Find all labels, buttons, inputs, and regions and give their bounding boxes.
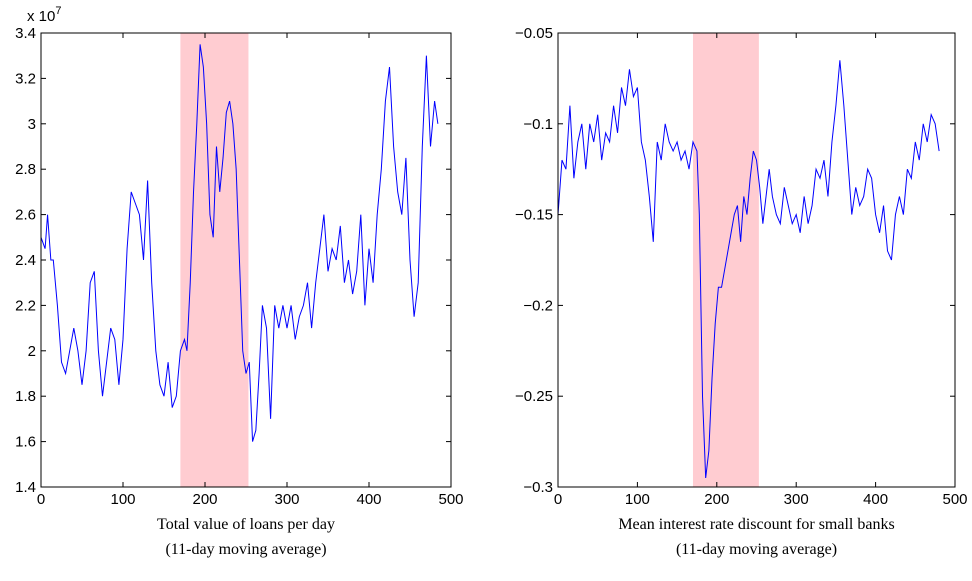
y-tick-label: 2.8 bbox=[15, 161, 36, 178]
y-tick-label: 3 bbox=[28, 116, 36, 133]
y-tick-label: 2 bbox=[28, 343, 36, 360]
y-tick-label: −0.2 bbox=[523, 297, 553, 314]
y-tick-label: 3.2 bbox=[15, 70, 36, 87]
x-tick-label: 400 bbox=[863, 491, 888, 508]
data-line bbox=[40, 44, 439, 442]
x-axis-label: (11-day moving average) bbox=[676, 541, 837, 558]
x-tick-label: 300 bbox=[784, 491, 809, 508]
x-tick-label: 0 bbox=[37, 491, 45, 508]
x-tick-label: 200 bbox=[704, 491, 729, 508]
x-tick-label: 400 bbox=[356, 491, 381, 508]
shaded-period bbox=[180, 33, 249, 487]
x-tick-label: 0 bbox=[554, 491, 562, 508]
x-tick-label: 200 bbox=[192, 491, 217, 508]
y-multiplier-exponent: 7 bbox=[55, 5, 61, 17]
y-multiplier-base: x 10 bbox=[27, 8, 55, 25]
data-line bbox=[557, 60, 940, 478]
y-tick-label: −0.15 bbox=[515, 207, 553, 224]
y-tick-label: 2.2 bbox=[15, 297, 36, 314]
x-tick-label: 500 bbox=[942, 491, 967, 508]
subplot: 0 100 200 300 400 500 −0.3 −0.25 −0.2 −0.15 −0.1 −0… bbox=[515, 25, 967, 558]
y-tick-label: 3.4 bbox=[15, 25, 36, 42]
y-tick-label: 1.6 bbox=[15, 434, 36, 451]
y-tick-label: 2.4 bbox=[15, 252, 36, 269]
y-tick-label: 1.4 bbox=[15, 479, 36, 496]
y-tick-label: −0.3 bbox=[523, 479, 553, 496]
y-tick-label: −0.25 bbox=[515, 388, 553, 405]
y-tick-label: −0.1 bbox=[523, 116, 553, 133]
x-tick-label: 300 bbox=[274, 491, 299, 508]
x-tick-label: 100 bbox=[110, 491, 135, 508]
y-multiplier: x 107 bbox=[27, 5, 61, 25]
subplot: 0 100 200 300 400 500 1.4 1.6 1.8 2 2.2 2.4 2.6 2.8 3 3… bbox=[15, 5, 463, 558]
y-tick-label: −0.05 bbox=[515, 25, 553, 42]
y-tick-label: 1.8 bbox=[15, 388, 36, 405]
axes-frame bbox=[557, 32, 956, 488]
x-axis-label: Total value of loans per day bbox=[157, 516, 335, 533]
x-tick-label: 100 bbox=[625, 491, 650, 508]
y-tick-label: 2.6 bbox=[15, 207, 36, 224]
x-tick-label: 500 bbox=[438, 491, 463, 508]
x-axis-label: Mean interest rate discount for small ba… bbox=[618, 516, 894, 533]
x-axis-label: (11-day moving average) bbox=[165, 541, 326, 558]
